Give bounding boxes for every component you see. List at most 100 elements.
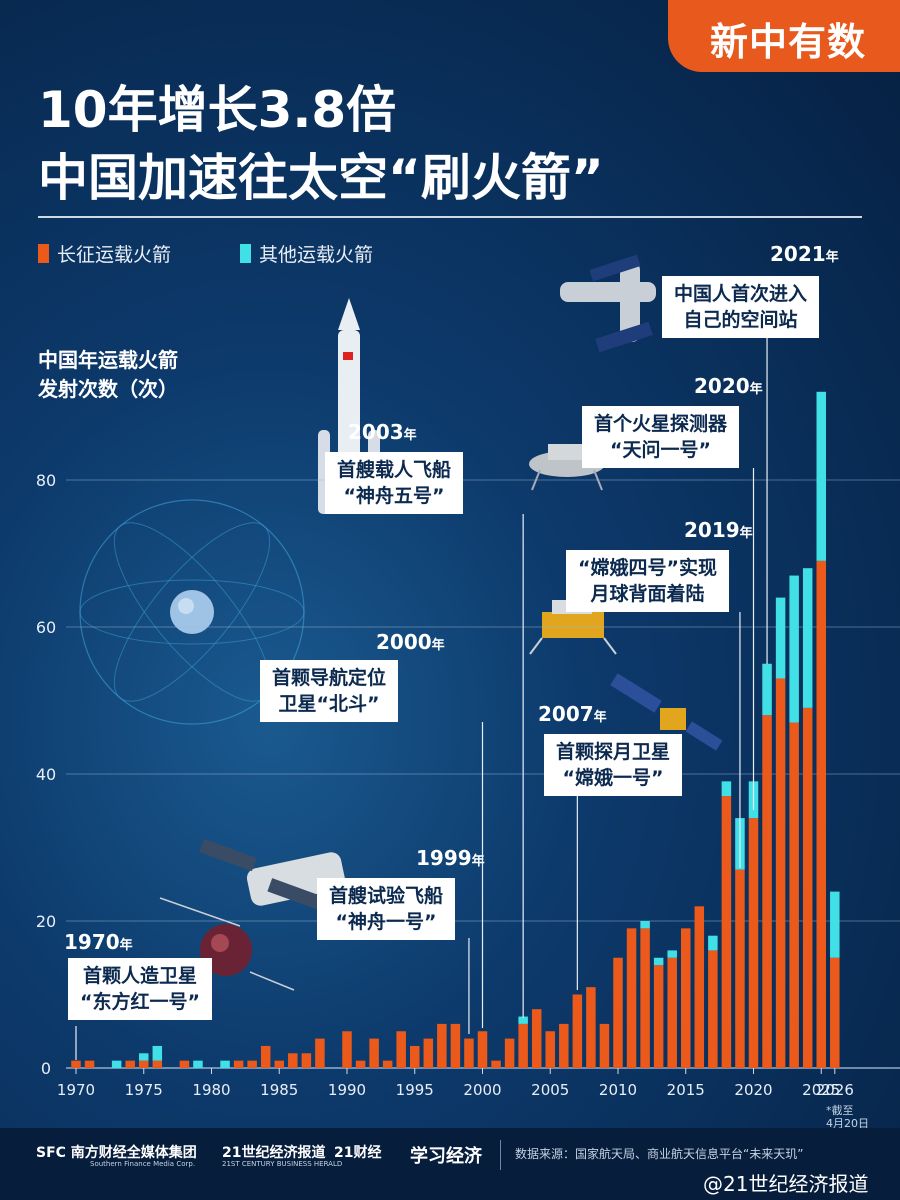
- brand-tab: 新中有数: [668, 0, 900, 72]
- space-station-icon: [560, 254, 656, 353]
- bar-other-2018: [721, 781, 732, 797]
- callout-text: “嫦娥四号”实现: [578, 557, 717, 579]
- callout-text: 首颗探月卫星: [556, 741, 671, 763]
- bar-long-march-2008: [586, 987, 596, 1068]
- bar-long-march-1982: [233, 1060, 244, 1068]
- bar-long-march-2009: [599, 1023, 610, 1068]
- bar-long-march-1976: [152, 1060, 163, 1068]
- bar-other-2025: [816, 391, 826, 561]
- bar-long-march-2005: [545, 1031, 555, 1068]
- bar-long-march-2001: [491, 1060, 501, 1068]
- bar-other-2023: [789, 575, 799, 723]
- bar-long-march-1995: [410, 1045, 420, 1068]
- bar-long-march-2018: [721, 796, 732, 1068]
- legend-swatch-orange: [38, 244, 49, 263]
- bar-long-march-2007: [572, 994, 583, 1068]
- y-tick-label: 40: [36, 765, 56, 784]
- bar-long-march-2012: [640, 928, 650, 1068]
- callout-text: “神舟一号”: [335, 911, 437, 933]
- bar-long-march-1974: [125, 1060, 135, 1068]
- x-tick-label: 2005: [531, 1081, 569, 1099]
- bar-long-march-2004: [531, 1009, 542, 1068]
- x-tick-label: 2015: [667, 1081, 705, 1099]
- bar-long-march-1971: [84, 1060, 95, 1068]
- bar-other-1981: [220, 1060, 230, 1068]
- annotation-year-2000: 2000年: [376, 630, 445, 654]
- y-tick-label: 20: [36, 912, 56, 931]
- x-tick-label: 2026: [816, 1081, 854, 1099]
- brand-name: 新中有数: [709, 20, 866, 64]
- bar-other-2012: [640, 921, 650, 929]
- x-tick-label: 1970: [57, 1081, 95, 1099]
- callout-text: “神舟五号”: [343, 485, 445, 507]
- annotation-year-1999: 1999年: [416, 846, 485, 870]
- bar-long-march-2026: [830, 957, 840, 1068]
- beidou-orbit-icon: [79, 499, 305, 725]
- bar-other-2024: [802, 568, 813, 708]
- x-tick-label: 2020: [734, 1081, 772, 1099]
- sfc-logo-subtitle: Southern Finance Media Corp.: [90, 1160, 196, 1168]
- lunar-satellite-icon: [610, 673, 723, 751]
- bar-long-march-2020: [748, 818, 759, 1068]
- callout-2007: 首颗探月卫星 “嫦娥一号”: [544, 734, 683, 796]
- callout-2020: 首个火星探测器 “天问一号”: [582, 406, 740, 468]
- x-tick-label: 1990: [328, 1081, 366, 1099]
- bar-long-march-2013: [653, 965, 664, 1068]
- callout-1970: 首颗人造卫星 “东方红一号”: [68, 958, 212, 1020]
- x-tick-label: 1975: [125, 1081, 163, 1099]
- callout-text: 首颗导航定位: [272, 667, 387, 689]
- legend-item-other: 其他运载火箭: [240, 240, 373, 267]
- bar-long-march-2006: [559, 1023, 569, 1068]
- bar-long-march-1993: [382, 1060, 393, 1068]
- bar-long-march-1975: [139, 1060, 149, 1068]
- title-line-2: 中国加速往太空“刷火箭”: [38, 149, 604, 207]
- bar-long-march-1998: [450, 1023, 461, 1068]
- bar-other-2013: [653, 957, 664, 966]
- annotation-year-2003: 2003年: [348, 420, 417, 444]
- legend-label: 其他运载火箭: [259, 244, 374, 266]
- bar-long-march-1999: [464, 1038, 474, 1068]
- bar-long-march-1983: [247, 1060, 257, 1068]
- bar-long-march-1978: [179, 1060, 190, 1068]
- launch-bar-chart: 0 20 40 60 80 1970 1975 1980 1985 1990 1995 2000 20…: [36, 254, 900, 1099]
- bar-long-march-2023: [789, 722, 799, 1068]
- xuexi-jingji-logo: 学习经济: [410, 1146, 482, 1167]
- bar-long-march-1987: [301, 1053, 312, 1068]
- weibo-handle: @21世纪经济报道: [703, 1172, 869, 1196]
- bar-other-2017: [708, 935, 718, 951]
- y-tick-label: 0: [41, 1059, 51, 1078]
- callout-text: 月球背面着陆: [590, 583, 705, 605]
- callout-text: 首个火星探测器: [594, 413, 728, 435]
- y-axis-label-line-1: 中国年运载火箭: [38, 348, 178, 372]
- callout-text: 卫星“北斗”: [278, 693, 380, 715]
- bar-long-march-1986: [288, 1053, 298, 1068]
- bar-other-2003: [518, 1016, 528, 1024]
- bar-long-march-1994: [396, 1031, 406, 1068]
- herald-logo: 21世纪经济报道: [222, 1145, 326, 1161]
- x-tick-label: 1980: [192, 1081, 230, 1099]
- bar-long-march-2024: [802, 707, 813, 1068]
- footnote-as-of: *截至 4月20日: [826, 1104, 869, 1130]
- data-source: 数据来源：国家航天局、商业航天信息平台“未来天玑”: [515, 1147, 804, 1161]
- y-axis-label-line-2: 发射次数（次）: [38, 377, 178, 401]
- annotation-year-2020: 2020年: [694, 374, 763, 398]
- bar-long-march-2016: [694, 906, 705, 1068]
- footnote-line: *截至: [826, 1104, 854, 1117]
- callout-2003: 首艘载人飞船 “神舟五号”: [325, 452, 464, 514]
- bar-long-march-2015: [681, 928, 691, 1068]
- x-tick-label: 2010: [599, 1081, 637, 1099]
- bar-long-march-2019: [735, 869, 745, 1068]
- annotation-year-2021: 2021年: [770, 242, 839, 266]
- x-tick-label: 2025: [802, 1081, 840, 1099]
- x-tick-label: 1995: [396, 1081, 434, 1099]
- footer-separator: [500, 1140, 501, 1170]
- bar-long-march-2003: [518, 1023, 528, 1068]
- x-tick-label: 2000: [463, 1081, 501, 1099]
- bar-other-2022: [775, 597, 786, 679]
- callout-text: 首艘载人飞船: [337, 459, 452, 481]
- bar-long-march-1984: [260, 1045, 271, 1068]
- bar-long-march-2025: [816, 560, 826, 1068]
- legend-swatch-cyan: [240, 244, 251, 263]
- footnote-line: 4月20日: [826, 1117, 869, 1130]
- footer: SFC 南方财经全媒体集团 Southern Finance Media Cor…: [0, 1128, 900, 1200]
